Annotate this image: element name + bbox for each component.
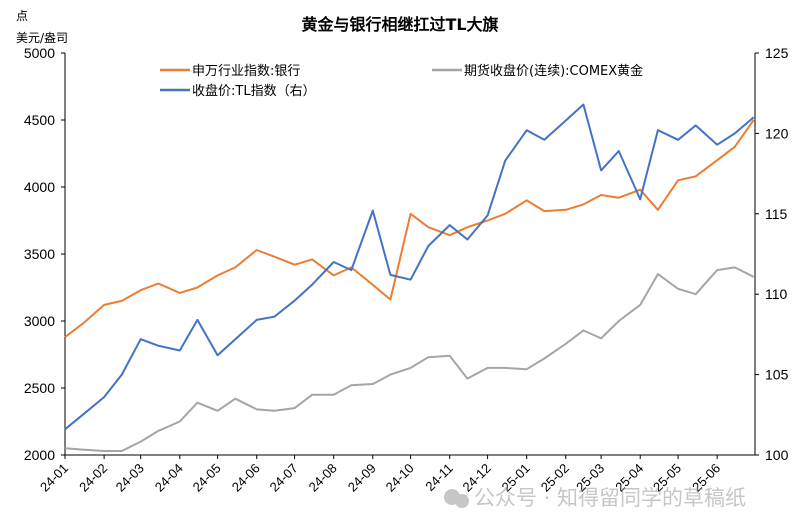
watermark-text: 公众号 · 知得留同学的草稿纸 [474,486,746,510]
legend-label-2: 收盘价:TL指数（右） [192,83,316,99]
x-tick-label: 24-11 [422,461,455,494]
x-tick-label: 24-05 [190,461,224,495]
series-line-2 [64,103,755,431]
left-tick-label: 2500 [24,380,55,396]
left-axis-unit-2: 美元/盎司 [16,31,68,45]
x-tick-label: 24-01 [37,461,71,495]
wechat-icon-bubble [455,494,469,508]
x-tick-label: 24-08 [306,461,340,495]
chart-title: 黄金与银行相继扛过TL大旗 [301,15,498,34]
left-tick-label: 3500 [24,246,55,262]
left-axis-unit-1: 点 [16,9,28,23]
x-tick-label: 24-07 [267,461,301,495]
x-tick-label: 24-03 [113,461,147,495]
right-tick-label: 115 [765,206,788,222]
legend-label-0: 申万行业指数:银行 [192,64,300,79]
left-tick-label: 4000 [24,179,55,195]
x-tick-label: 24-06 [229,461,263,495]
x-tick-label: 24-09 [345,461,379,495]
series-line-1 [64,266,755,452]
right-tick-label: 100 [765,447,789,463]
left-tick-label: 4500 [24,112,55,128]
x-tick-label: 24-04 [152,461,186,495]
series-line-0 [64,119,755,338]
right-tick-label: 105 [765,367,789,383]
left-tick-label: 3000 [24,313,55,329]
right-tick-label: 110 [765,286,788,302]
legend-label-1: 期货收盘价(连续):COMEX黄金 [464,63,643,79]
watermark: 公众号 · 知得留同学的草稿纸 [444,486,746,510]
x-tick-label: 24-10 [383,461,417,495]
right-tick-label: 120 [765,125,789,141]
left-tick-label: 2000 [24,447,55,463]
right-tick-label: 125 [765,45,789,61]
x-tick-label: 24-02 [76,461,110,495]
left-tick-label: 5000 [24,45,55,61]
